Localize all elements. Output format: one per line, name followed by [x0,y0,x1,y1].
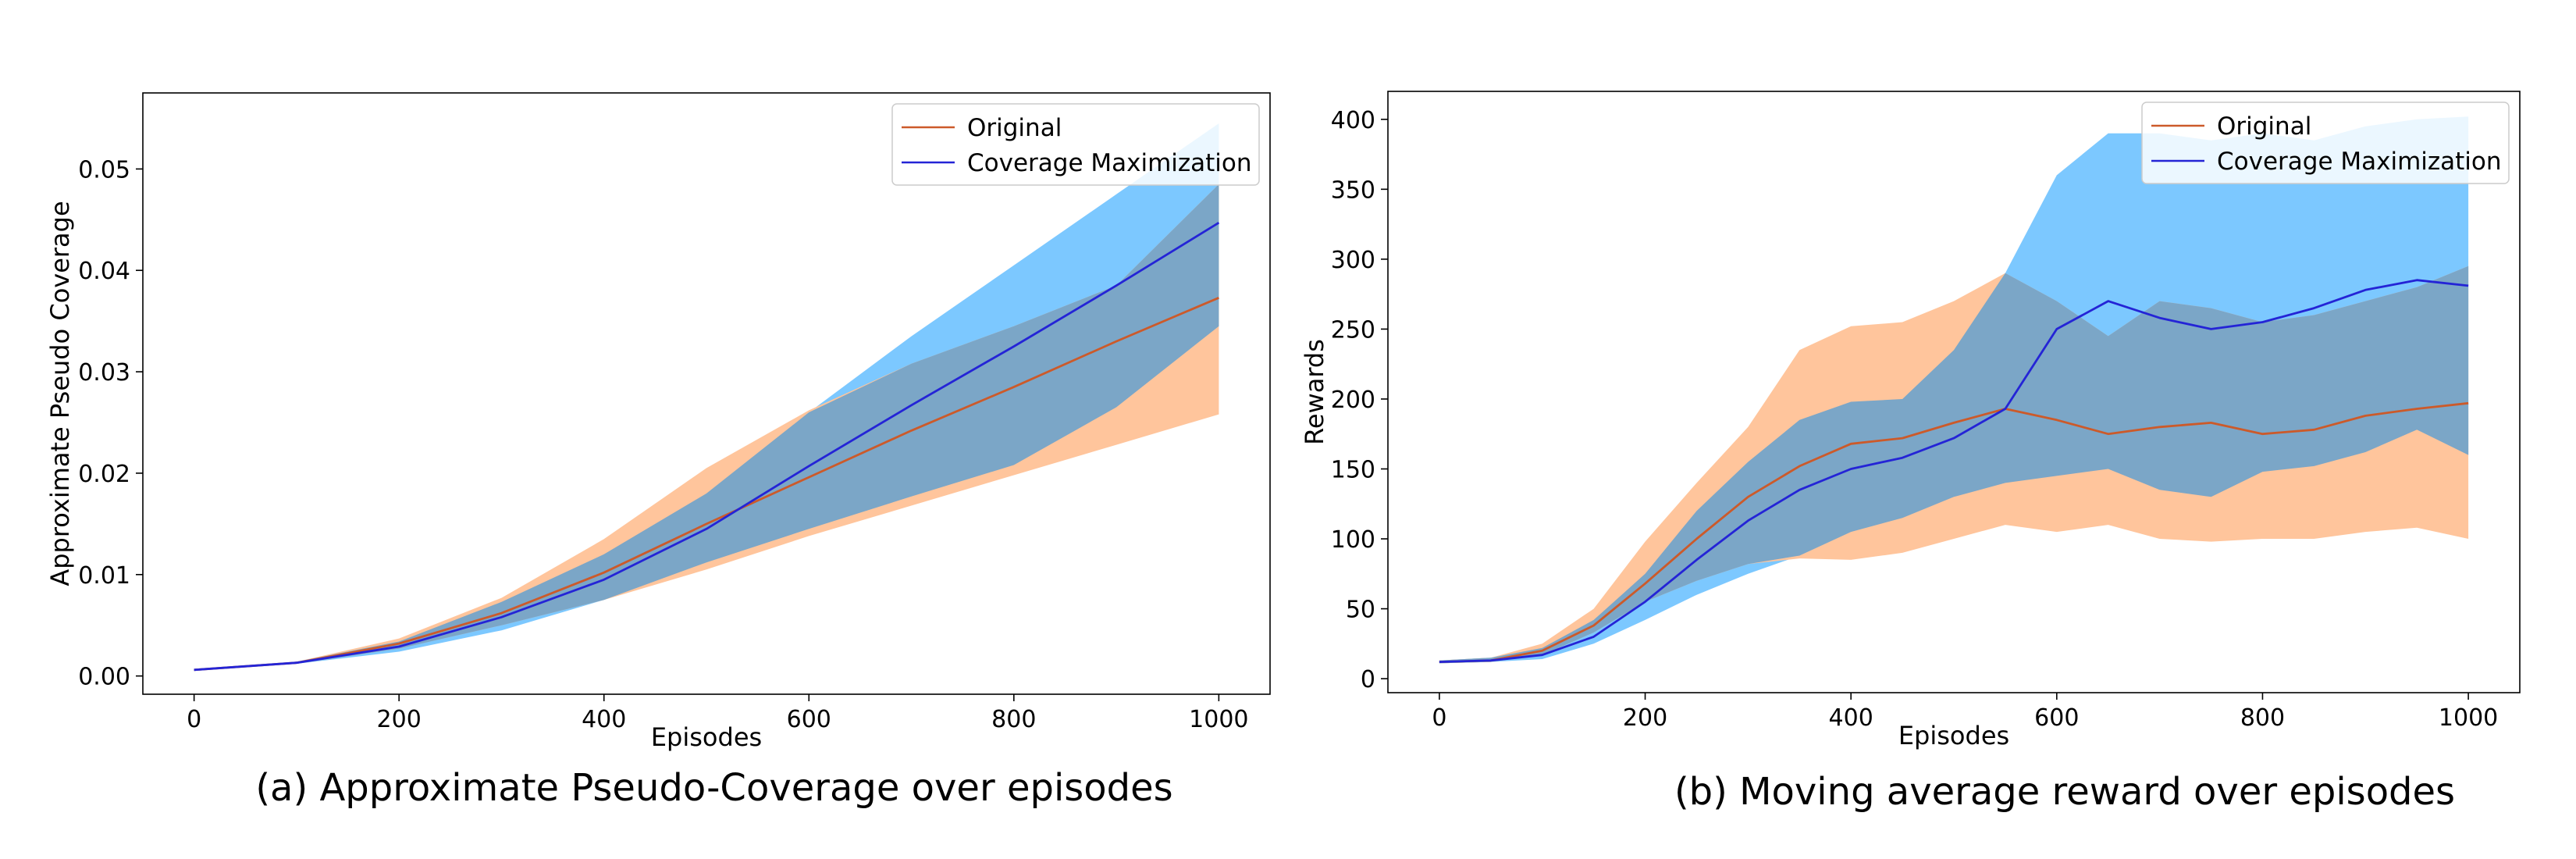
legend: Original Coverage Maximization [891,103,1260,186]
plot-frame [1387,91,2521,693]
x-tick-label: 600 [2034,704,2079,732]
y-tick-label: 0.03 [78,359,130,387]
y-tick-label: 200 [1331,387,1375,414]
x-tick-label: 200 [1623,704,1667,732]
y-axis-ticks: 0.00 0.01 0.02 0.03 0.04 0.05 [78,156,143,691]
y-tick-label: 300 [1331,247,1375,274]
series-lines [1439,279,2469,663]
y-tick-label: 0.05 [78,156,130,184]
legend-label-original: Original [2217,112,2311,141]
x-tick-label: 800 [2240,704,2285,732]
panel-rewards: 0 200 400 600 800 1000 0 50 100 150 200 250 300 350 4… [1300,91,2521,814]
x-tick-label: 0 [187,706,201,733]
legend-label-coverage-maximization: Coverage Maximization [967,149,1252,177]
legend-box [891,103,1260,186]
line-original [1439,401,2469,663]
x-tick-label: 0 [1432,704,1446,732]
y-axis-label: Approximate Pseudo Coverage [45,201,75,586]
x-tick-label: 400 [582,706,626,733]
confidence-bands [194,123,1219,670]
x-axis-ticks: 0 200 400 600 800 1000 [187,694,1249,733]
y-tick-label: 0.02 [78,461,130,488]
legend-label-coverage-maximization: Coverage Maximization [2217,148,2502,176]
x-tick-label: 200 [377,706,422,733]
x-tick-label: 1000 [1189,706,1248,733]
line-coverage-maximization [1439,279,2469,663]
caption-b: (b) Moving average reward over episodes [1674,770,2455,814]
line-coverage-maximization [194,222,1220,672]
y-tick-label: 250 [1331,316,1375,344]
x-tick-label: 400 [1829,704,1873,732]
line-original [194,297,1219,672]
band-overlap [1439,266,2469,664]
x-axis-label: Episodes [1898,721,2009,750]
y-axis-label: Rewards [1300,339,1329,445]
x-axis-ticks: 0 200 400 600 800 1000 [1432,693,2498,732]
x-axis-label: Episodes [651,722,762,752]
y-tick-label: 350 [1331,176,1375,204]
confidence-bands [1439,116,2469,664]
band-overlap [194,184,1219,670]
legend: Original Coverage Maximization [2141,102,2510,184]
y-tick-label: 150 [1331,456,1375,483]
panel-coverage: 0 200 400 600 800 1000 0.000.010.020.030.040.… [45,92,1271,810]
legend-box [2141,102,2510,184]
x-tick-label: 800 [991,706,1036,733]
y-tick-label: 0.04 [78,258,130,285]
caption-a: (a) Approximate Pseudo-Coverage over epi… [255,766,1172,810]
y-tick-label: 50 [1346,597,1375,624]
y-tick-label: 0 [1361,666,1375,693]
x-tick-label: 1000 [2439,704,2498,732]
y-tick-label: 100 [1331,526,1375,554]
y-tick-label: 400 [1331,107,1375,134]
plot-frame [142,92,1271,695]
series-lines [194,222,1220,672]
x-tick-label: 600 [787,706,831,733]
y-axis-ticks: 0 50 100 150 200 250 300 350 400 [1331,107,1388,693]
y-tick-label: 0.01 [78,562,130,590]
y-tick-label: 0.00 [78,664,130,691]
legend-label-original: Original [967,114,1062,142]
